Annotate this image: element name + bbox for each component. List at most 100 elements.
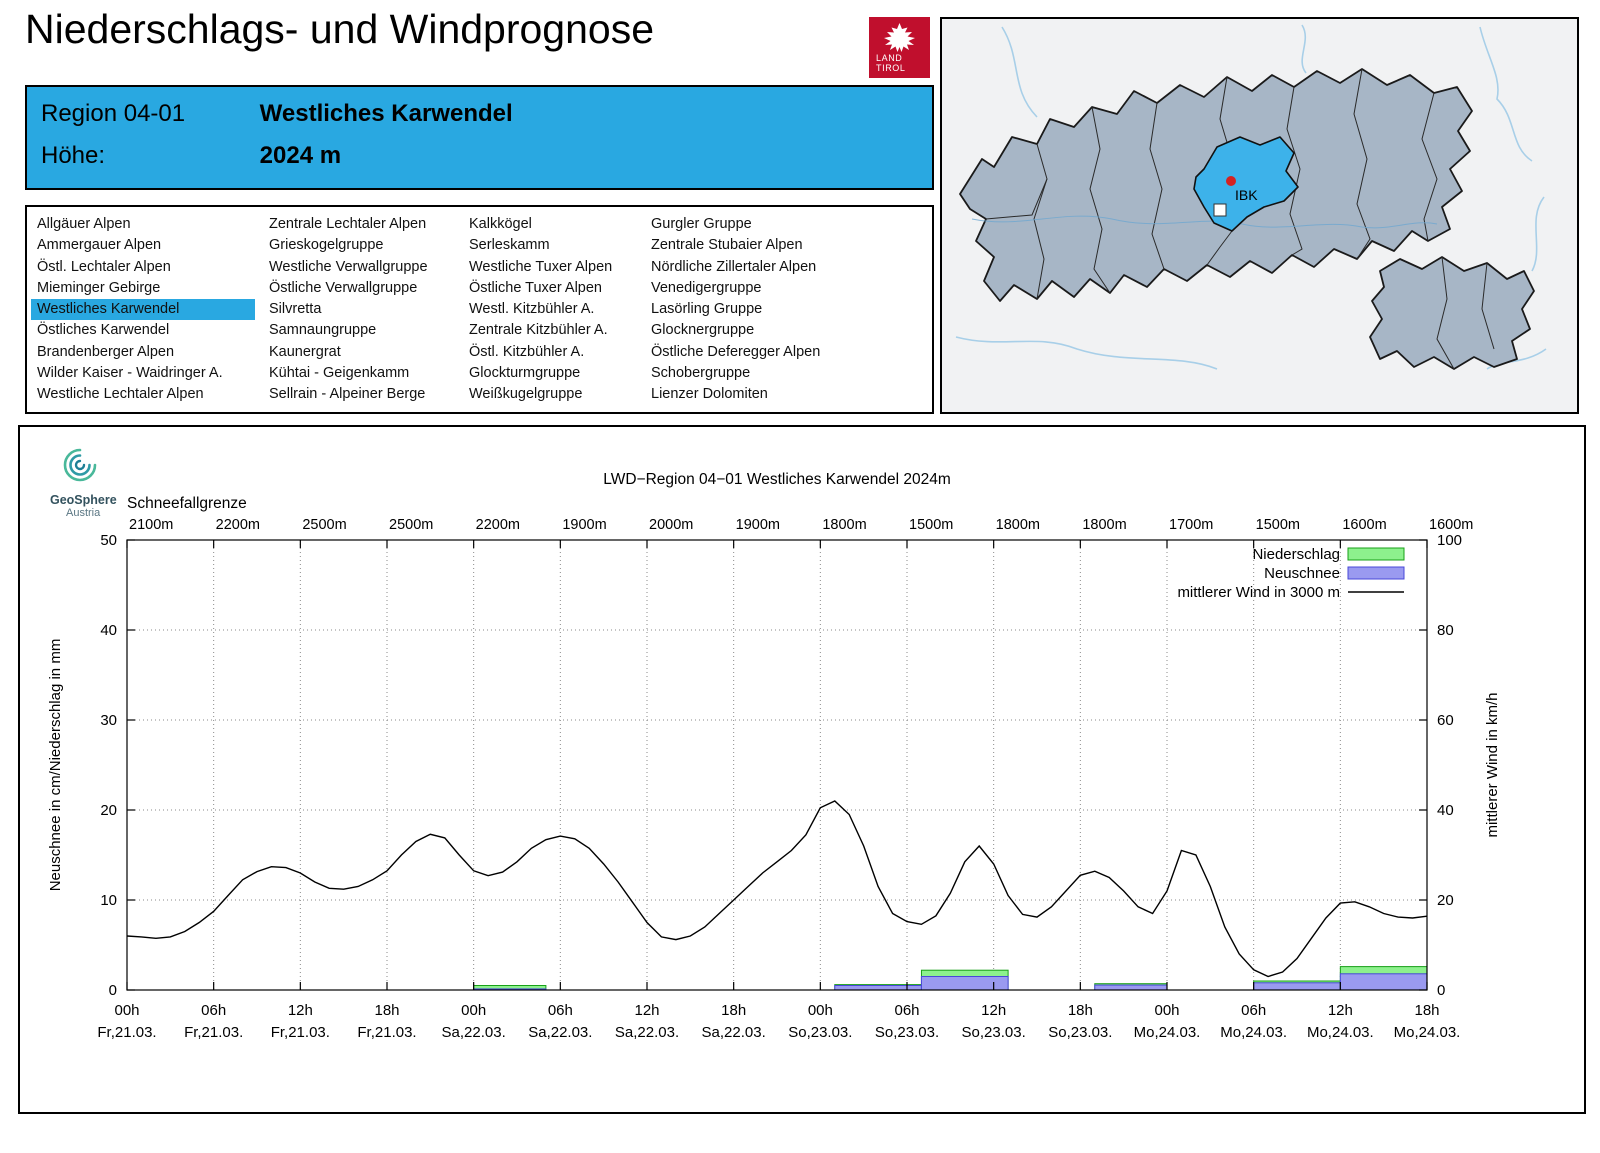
svg-text:Sa,22.03.: Sa,22.03. [528,1024,592,1041]
region-list-item[interactable]: Brandenberger Alpen [37,343,175,360]
region-list-item[interactable]: Östl. Kitzbühler A. [469,343,585,360]
chart-legend: Niederschlag Neuschnee mittlerer Wind in 3… [1177,546,1405,601]
svg-text:18h: 18h [374,1002,399,1019]
region-list-item[interactable]: Westliche Verwallgruppe [269,258,428,275]
svg-text:So,23.03.: So,23.03. [875,1024,939,1041]
region-list-item[interactable]: Östliches Karwendel [37,322,170,339]
svg-text:1600m: 1600m [1429,517,1473,533]
svg-text:Fr,21.03.: Fr,21.03. [97,1024,156,1041]
svg-text:00h: 00h [808,1002,833,1019]
hoehe-label: Höhe: [41,142,106,169]
svg-text:2000m: 2000m [649,517,693,533]
region-list-item[interactable]: Zentrale Lechtaler Alpen [269,216,427,232]
geosphere-logo: GeoSphere Austria [50,445,170,519]
wind-line [126,800,1428,978]
svg-text:Mo,24.03.: Mo,24.03. [1134,1024,1201,1041]
svg-text:1500m: 1500m [909,517,953,533]
svg-text:1800m: 1800m [996,517,1040,533]
svg-text:1800m: 1800m [822,517,866,533]
svg-text:00h: 00h [461,1002,486,1019]
region-list-item[interactable]: Östl. Lechtaler Alpen [37,258,171,275]
grid-lines [127,540,1427,990]
region-list-item[interactable]: Grieskogelgruppe [269,237,384,254]
region-list-item[interactable]: Serleskamm [469,237,550,254]
svg-text:Niederschlag: Niederschlag [1252,546,1340,563]
region-list-item[interactable]: Östliche Tuxer Alpen [469,279,602,296]
svg-text:2200m: 2200m [476,517,520,533]
svg-text:0: 0 [1437,982,1445,999]
tirol-overview-map[interactable]: IBK [940,17,1579,414]
svg-text:06h: 06h [1241,1002,1266,1019]
svg-text:50: 50 [100,532,117,549]
right-axis-title: mittlerer Wind in km/h [1484,692,1501,837]
region-list-item[interactable]: Lasörling Gruppe [651,301,763,318]
region-list: Allgäuer Alpen Ammergauer Alpen Östl. Lech… [25,205,934,414]
plot-border [126,539,1428,991]
region-list-item[interactable]: Allgäuer Alpen [37,216,131,232]
svg-text:18h: 18h [721,1002,746,1019]
y-axis-labels: 0 0 10 20 20 40 30 60 40 80 50 100 [100,532,1462,999]
svg-text:40: 40 [100,622,117,639]
region-list-item[interactable]: Mieminger Gebirge [37,279,161,296]
region-list-item[interactable]: Zentrale Stubaier Alpen [651,237,803,254]
region-list-item-selected[interactable]: Westliches Karwendel [31,299,255,321]
region-list-item[interactable]: Östliche Deferegger Alpen [651,343,821,360]
svg-text:Sa,22.03.: Sa,22.03. [442,1024,506,1041]
svg-text:06h: 06h [894,1002,919,1019]
axis-ticks [126,539,1428,991]
region-list-item[interactable]: Kalkkögel [469,216,532,232]
region-list-item[interactable]: Östliche Verwallgruppe [269,279,418,296]
region-list-item[interactable]: Wilder Kaiser - Waidringer A. [37,365,223,382]
region-list-item[interactable]: Westl. Kitzbühler A. [469,301,595,318]
svg-text:1800m: 1800m [1082,517,1126,533]
region-list-item[interactable]: Samnaungruppe [269,322,377,339]
chart-canvas: LWD−Region 04−01 Westliches Karwendel 20… [47,471,1501,1041]
land-tirol-logo: LAND TIROL [869,17,930,78]
svg-text:12h: 12h [1328,1002,1353,1019]
region-list-item[interactable]: Glocknergruppe [651,322,755,339]
region-list-item[interactable]: Weißkugelgruppe [469,386,583,403]
region-list-item[interactable]: Gurgler Gruppe [651,216,752,232]
region-label: Region 04-01 [41,100,186,127]
svg-text:Neuschnee: Neuschnee [1264,565,1340,582]
snowline-values: 2100m 2200m 2500m 2500m 2200m 1900m 2000m 1900m… [129,517,1473,533]
svg-text:12h: 12h [981,1002,1006,1019]
region-list-item[interactable]: Schobergruppe [651,365,751,382]
region-list-item[interactable]: Lienzer Dolomiten [651,386,768,403]
logo-land-label: LAND [876,53,903,63]
svg-text:So,23.03.: So,23.03. [1048,1024,1112,1041]
geosphere-name: GeoSphere [50,493,117,507]
svg-text:1900m: 1900m [562,517,606,533]
region-list-item[interactable]: Sellrain - Alpeiner Berge [269,386,426,403]
region-list-item[interactable]: Silvretta [269,301,322,318]
region-list-column: Allgäuer Alpen Ammergauer Alpen Östl. Lech… [31,214,255,406]
svg-text:Fr,21.03.: Fr,21.03. [271,1024,330,1041]
svg-text:40: 40 [1437,802,1454,819]
region-list-item[interactable]: Nördliche Zillertaler Alpen [651,258,817,275]
region-list-item[interactable]: Westliche Lechtaler Alpen [37,386,204,403]
page-title: Niederschlags- und Windprognose [25,6,655,52]
svg-text:Mo,24.03.: Mo,24.03. [1394,1024,1461,1041]
svg-text:So,23.03.: So,23.03. [962,1024,1026,1041]
svg-text:So,23.03.: So,23.03. [788,1024,852,1041]
svg-text:1600m: 1600m [1342,517,1386,533]
region-list-item[interactable]: Zentrale Kitzbühler A. [469,322,608,339]
hoehe-value: 2024 m [259,142,342,169]
svg-text:Fr,21.03.: Fr,21.03. [184,1024,243,1041]
svg-text:Mo,24.03.: Mo,24.03. [1307,1024,1374,1041]
region-list-item[interactable]: Ammergauer Alpen [37,237,162,254]
svg-text:06h: 06h [548,1002,573,1019]
region-list-item[interactable]: Kaunergrat [269,343,341,360]
svg-text:2500m: 2500m [302,517,346,533]
ibk-dot-marker [1226,176,1236,186]
region-list-item[interactable]: Kühtai - Geigenkamm [269,365,410,382]
region-list-item[interactable]: Venedigergruppe [651,279,762,296]
region-list-column: Kalkkögel Serleskamm Westliche Tuxer Alpen… [463,214,645,406]
left-axis-title: Neuschnee in cm/Niederschlag in mm [47,639,64,892]
svg-text:1900m: 1900m [736,517,780,533]
region-list-item[interactable]: Westliche Tuxer Alpen [469,258,613,275]
forecast-chart: GeoSphere Austria LWD−Region 04−01 Westl… [18,425,1586,1114]
svg-text:Fr,21.03.: Fr,21.03. [357,1024,416,1041]
region-list-item[interactable]: Glockturmgruppe [469,365,581,382]
city-square-marker [1213,203,1227,217]
